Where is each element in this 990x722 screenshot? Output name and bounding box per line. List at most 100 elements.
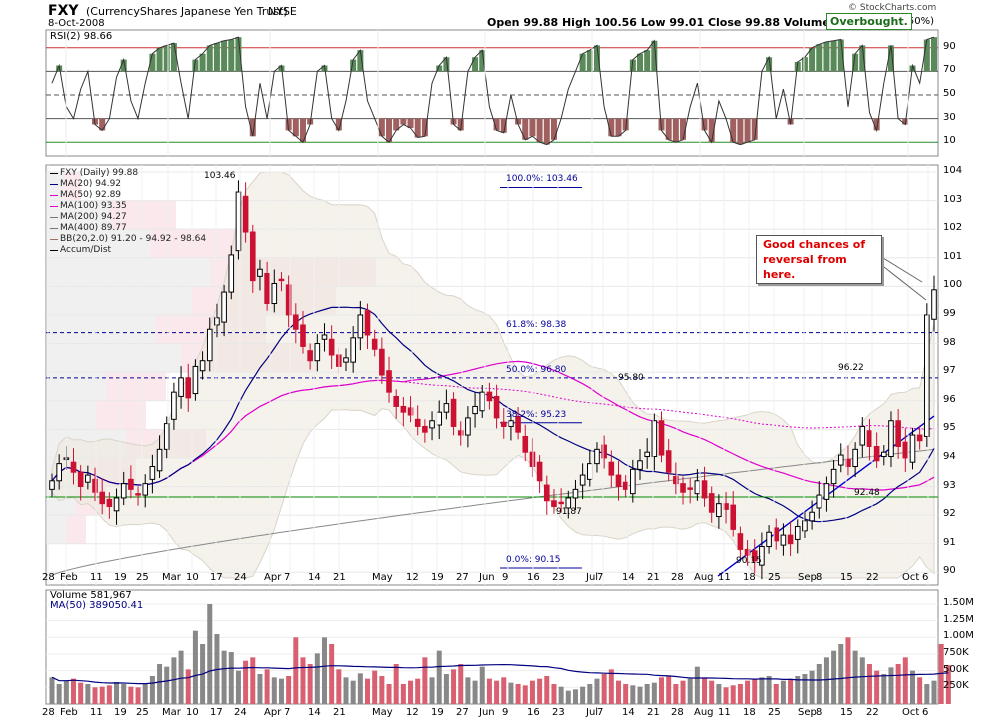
- x-tick-label-price: 23: [552, 572, 565, 583]
- volume-bar: [135, 687, 141, 704]
- vbp-bar-up: [46, 286, 191, 315]
- x-tick-label-volume: Mar: [162, 707, 181, 718]
- candle-body: [249, 231, 256, 282]
- volume-bar: [400, 684, 406, 704]
- price-point-label: 103.46: [204, 171, 236, 181]
- candle-body: [293, 314, 299, 330]
- volume-bar: [329, 644, 335, 704]
- x-tick-label-volume: 28: [42, 707, 55, 718]
- candle-body: [235, 191, 242, 252]
- price-legend: FXY (Daily) 99.88 MA(20) 94.92 MA(50) 92.8…: [50, 168, 206, 256]
- volume-bar: [630, 685, 636, 704]
- candle-body: [673, 476, 679, 485]
- candle-body: [587, 463, 593, 480]
- candle-body: [551, 500, 557, 508]
- candle-body: [128, 478, 134, 490]
- exchange: NYSE: [268, 5, 297, 18]
- rsi-oversold-fill: [730, 118, 737, 143]
- candle-body: [658, 420, 665, 456]
- volume-tick-label: 1.00M: [943, 630, 974, 642]
- volume-bar: [702, 677, 708, 704]
- volume-bar: [278, 678, 284, 704]
- rsi-overbought-fill: [436, 65, 443, 72]
- rsi-overbought-fill: [931, 37, 937, 72]
- volume-bar: [938, 644, 944, 704]
- candle-body: [185, 377, 192, 399]
- x-tick-label-price: 7: [597, 572, 604, 583]
- candle-body: [787, 534, 794, 545]
- candle-body: [300, 324, 306, 347]
- candle-body: [651, 420, 658, 457]
- legend-swatch: [50, 195, 58, 196]
- chart-date: 8-Oct-2008: [48, 18, 105, 29]
- volume-bar: [644, 684, 650, 704]
- volume-bar: [185, 669, 191, 704]
- volume-bar: [300, 657, 306, 704]
- rsi-overbought-fill: [149, 53, 156, 72]
- x-tick-label-volume: 23: [552, 707, 565, 718]
- candle-body: [630, 468, 636, 495]
- candle-body: [221, 291, 227, 323]
- candle-body: [450, 398, 457, 427]
- rsi-overbought-fill: [837, 39, 844, 72]
- price-tick-label: 100: [943, 279, 963, 291]
- rsi-oversold-fill: [608, 118, 615, 137]
- candle-body: [257, 268, 263, 277]
- candle-body: [113, 497, 120, 512]
- volume-bar: [788, 678, 794, 704]
- candle-body: [171, 391, 177, 420]
- price-tick-label: 92: [943, 508, 956, 520]
- x-tick-label-volume: Sep: [798, 707, 817, 718]
- x-tick-label-volume: Oct: [902, 707, 920, 718]
- fib-label: 100.0%: 103.46: [506, 174, 578, 185]
- price-point-label: 90.15: [736, 556, 762, 566]
- x-tick-label-price: 14: [308, 572, 321, 583]
- vbp-bar-up: [46, 172, 64, 201]
- volume-bar: [544, 676, 550, 704]
- x-tick-label-volume: Apr: [264, 707, 282, 718]
- legend-text: MA(100) 93.35: [60, 201, 127, 211]
- x-tick-label-volume: 25: [768, 707, 781, 718]
- legend-item: MA(100) 93.35: [50, 201, 206, 212]
- candle-body: [314, 343, 321, 362]
- candle-body: [500, 421, 507, 427]
- vbp-bar-up: [46, 515, 66, 544]
- volume-label: Volume 581,967: [50, 590, 132, 601]
- rsi-tick-label: 70: [943, 64, 956, 76]
- x-tick-label-volume: 28: [671, 707, 684, 718]
- candle-body: [881, 451, 887, 457]
- rsi-oversold-fill: [737, 118, 744, 145]
- volume-bar: [917, 677, 923, 704]
- volume-bar: [565, 690, 571, 704]
- candle-body: [816, 494, 823, 509]
- watermark: © StockCharts.com: [848, 3, 937, 13]
- legend-item: MA(200) 94.27: [50, 212, 206, 223]
- price-tick-label: 101: [943, 250, 963, 262]
- volume-bar: [429, 677, 435, 704]
- x-tick-label-volume: 6: [922, 707, 929, 718]
- vbp-bar-up: [46, 200, 111, 230]
- volume-bar: [780, 680, 786, 704]
- candle-body: [809, 511, 815, 522]
- legend-swatch: [50, 173, 58, 174]
- fib-label: 50.0%: 96.80: [506, 364, 567, 375]
- candle-body: [780, 534, 787, 546]
- volume-bar: [802, 674, 808, 704]
- volume-bar: [673, 684, 679, 704]
- volume-bar: [257, 674, 263, 704]
- price-tick-label: 94: [943, 450, 956, 462]
- vbp-bar-up: [46, 343, 181, 373]
- price-tick-label: 93: [943, 479, 956, 491]
- candle-body: [285, 284, 292, 316]
- rsi-tick-label: 90: [943, 40, 956, 52]
- volume-bar: [293, 637, 299, 704]
- vbp-bar-down: [66, 515, 86, 544]
- candle-body: [558, 501, 564, 505]
- x-tick-label-price: Jun: [479, 572, 495, 583]
- candle-body: [708, 493, 715, 513]
- rsi-overbought-fill: [579, 53, 586, 72]
- volume-bar: [458, 664, 464, 704]
- volume-bar: [773, 684, 779, 704]
- rsi-overbought-fill: [199, 53, 206, 72]
